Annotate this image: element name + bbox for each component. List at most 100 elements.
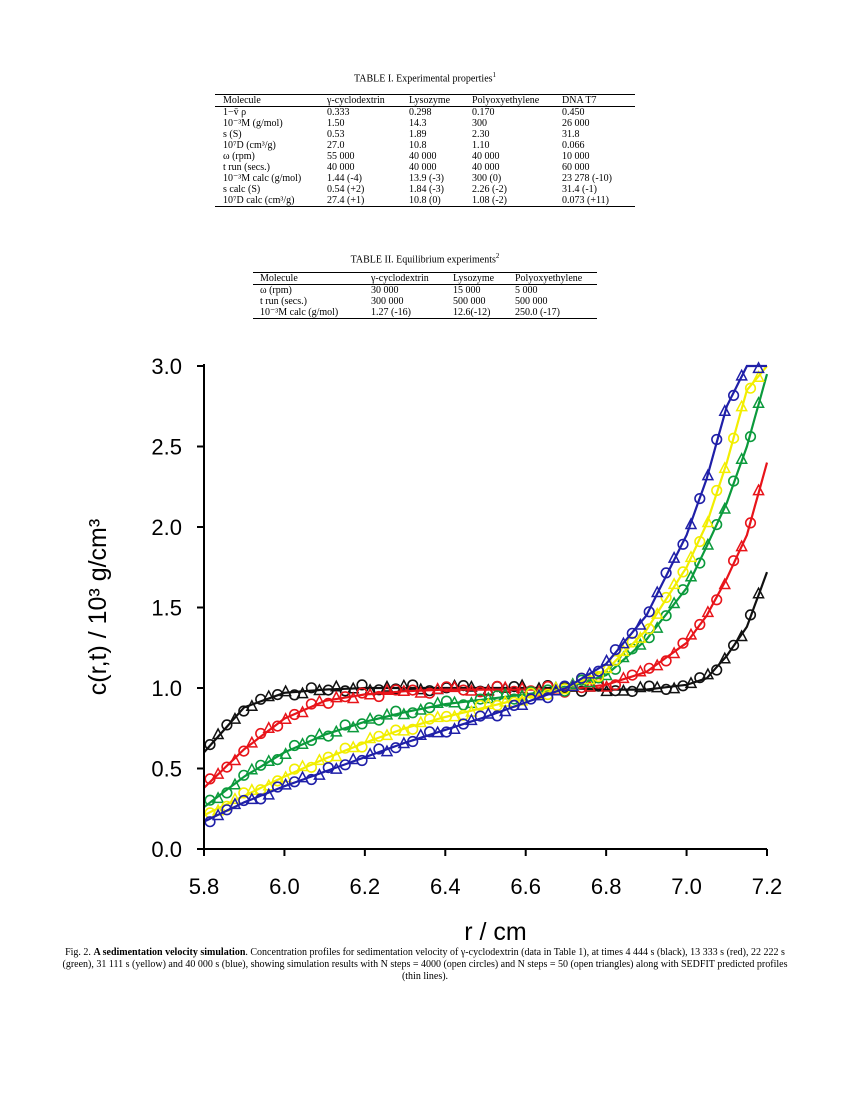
table2-row: 10⁻³M calc (g/mol) 1.27 (-16) 12.6(-12) 250… — [253, 307, 597, 319]
table1-cell: 27.0 — [327, 140, 345, 151]
table1-row: 10⁷D (cm³/g) 27.0 10.8 1.10 0.066 — [215, 140, 635, 151]
table2-cell: 10⁻³M calc (g/mol) — [253, 307, 371, 319]
circle-marker — [677, 637, 689, 649]
circle-marker — [356, 679, 368, 691]
circle-marker — [339, 759, 351, 771]
triangle-marker — [684, 517, 698, 530]
triangle-marker — [431, 710, 444, 723]
table1-cell: 2.26 (-2) — [472, 184, 507, 195]
triangle-marker — [650, 607, 664, 619]
x-tick-label: 7.2 — [752, 874, 783, 899]
triangle-marker — [414, 702, 427, 715]
triangle-marker — [701, 515, 715, 528]
triangle-marker — [482, 684, 495, 697]
circle-marker — [221, 804, 233, 816]
triangle-marker — [465, 679, 478, 692]
triangle-marker — [735, 452, 748, 465]
circle-marker — [727, 432, 740, 444]
triangle-marker — [380, 728, 394, 741]
triangle-marker — [498, 687, 512, 700]
triangle-marker — [701, 468, 715, 481]
triangle-marker — [346, 691, 360, 704]
table2-cell: 500 000 — [515, 296, 548, 307]
triangle-marker — [634, 637, 647, 650]
y-tick-label: 0.0 — [151, 837, 182, 862]
circle-marker — [407, 684, 419, 696]
triangle-marker — [330, 724, 343, 737]
triangle-marker — [296, 770, 309, 783]
circle-marker — [727, 555, 740, 567]
circle-marker — [609, 644, 622, 656]
circle-marker — [677, 538, 689, 550]
table2-cell: t run (secs.) — [260, 296, 307, 307]
triangle-marker — [346, 752, 360, 765]
circle-marker — [694, 535, 706, 548]
triangle-marker — [380, 707, 394, 720]
triangle-marker — [211, 766, 225, 779]
circle-marker — [711, 433, 723, 446]
triangle-marker — [313, 767, 326, 780]
table1: Molecule γ-cyclodextrin Lysozyme Polyoxyeth… — [215, 94, 635, 207]
x-axis-label: r / cm — [464, 918, 527, 946]
triangle-marker — [228, 753, 242, 766]
table1-cell: 23 278 (-10) — [562, 173, 612, 184]
triangle-marker — [667, 646, 681, 659]
table1-cell: 0.073 (+11) — [562, 195, 635, 207]
triangle-marker — [634, 680, 647, 693]
triangle-marker — [650, 658, 664, 671]
series-line — [203, 571, 769, 754]
series-1 — [203, 462, 769, 789]
table2-cell: 30 000 — [371, 285, 399, 296]
table1-cell: 27.4 (+1) — [327, 195, 409, 207]
circle-marker — [609, 654, 622, 667]
circle-marker — [609, 679, 622, 691]
table1-cell: 1.10 — [472, 140, 490, 151]
triangle-marker — [600, 661, 613, 674]
table1-cell: 10⁷D calc (cm³/g) — [215, 195, 327, 207]
table1-cell: 1.44 (-4) — [327, 173, 362, 184]
triangle-marker — [752, 361, 765, 374]
table2-header-row: Molecule γ-cyclodextrin Lysozyme Polyoxyeth… — [253, 272, 597, 285]
triangle-marker — [718, 501, 732, 514]
triangle-marker — [228, 797, 242, 810]
circle-marker — [407, 707, 419, 719]
triangle-marker — [414, 715, 427, 728]
table1-header-cell: Lysozyme — [409, 94, 472, 107]
triangle-marker — [296, 686, 309, 699]
triangle-marker — [431, 682, 444, 694]
table1-cell: 0.333 — [327, 107, 350, 118]
figure-caption: Fig. 2. A sedimentation velocity simulat… — [62, 947, 788, 982]
table1-cell: 55 000 — [327, 151, 355, 162]
circle-marker — [272, 753, 284, 766]
triangle-marker — [262, 721, 275, 734]
circle-marker — [744, 609, 757, 621]
triangle-marker — [482, 691, 495, 704]
circle-marker — [643, 606, 655, 618]
triangle-marker — [330, 690, 343, 703]
triangle-marker — [279, 770, 292, 783]
table1-row: 10⁷D calc (cm³/g) 27.4 (+1) 10.8 (0) 1.08 (… — [215, 195, 635, 207]
triangle-marker — [566, 679, 580, 692]
circle-marker — [373, 743, 385, 755]
circle-marker — [390, 684, 402, 696]
table2-caption: TABLE II. Equilibrium experiments2 — [350, 252, 500, 266]
table1-cell: 10.8 (0) — [409, 195, 472, 207]
table2-header-cell: Molecule — [253, 272, 371, 285]
table2-cell: 250.0 (-17) — [515, 307, 597, 319]
table2-cell: 12.6(-12) — [453, 307, 515, 319]
circle-marker — [727, 639, 740, 651]
series-line — [203, 462, 769, 789]
triangle-marker — [330, 749, 343, 762]
triangle-marker — [752, 370, 765, 382]
triangle-marker — [245, 699, 259, 712]
circle-marker — [626, 627, 638, 639]
table1-body: 1−v̄ ρ 0.333 0.298 0.170 0.450 10⁻³M (g/mol) 1… — [215, 107, 635, 207]
circle-marker — [677, 566, 689, 578]
triangle-marker — [279, 777, 292, 790]
triangle-marker — [397, 723, 411, 736]
triangle-marker — [583, 675, 596, 688]
table1-header-row: Molecule γ-cyclodextrin Lysozyme Polyoxyeth… — [215, 94, 635, 107]
circle-marker — [407, 723, 419, 735]
table1-cell: 0.54 (+2) — [327, 184, 365, 195]
triangle-marker — [397, 678, 411, 691]
